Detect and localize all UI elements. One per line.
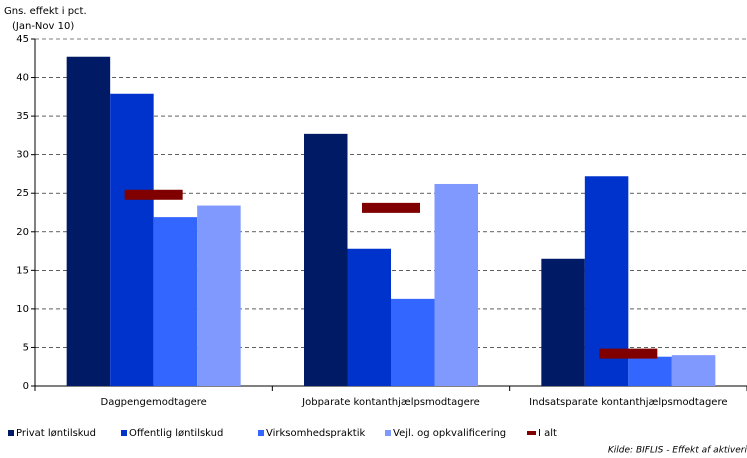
legend-label: Virksomhedspraktik <box>266 428 365 439</box>
bar <box>197 205 241 386</box>
bar <box>304 133 348 386</box>
total-marker <box>124 189 183 200</box>
x-tick-label: Indsatsparate kontanthjælpsmodtagere <box>529 397 727 408</box>
bar <box>671 355 716 386</box>
legend-marker <box>8 430 14 436</box>
y-axis-label: Gns. effekt i pct. <box>4 6 87 17</box>
legend-label: Vejl. og opkvalificering <box>393 428 506 439</box>
y-tick-label: 20 <box>16 227 29 238</box>
y-tick-label: 30 <box>16 150 29 161</box>
y-tick-label: 0 <box>23 381 29 392</box>
y-axis-label: (Jan-Nov 10) <box>12 21 74 32</box>
y-tick-label: 15 <box>16 265 29 276</box>
legend-marker <box>121 430 127 436</box>
bar <box>628 356 672 386</box>
y-tick-label: 45 <box>16 34 29 45</box>
legend-marker <box>527 431 536 435</box>
bar <box>66 56 111 386</box>
x-tick-label: Dagpengemodtagere <box>101 397 207 408</box>
legend-label: Offentlig løntilskud <box>129 428 223 439</box>
y-tick-label: 10 <box>16 304 29 315</box>
legend-marker <box>385 430 391 436</box>
source-note: Kilde: BIFLIS - Effekt af aktiveri <box>608 446 747 456</box>
y-tick-label: 35 <box>16 111 29 122</box>
bar <box>541 258 585 386</box>
y-tick-label: 25 <box>16 188 29 199</box>
bar <box>434 183 478 386</box>
legend-label: I alt <box>538 428 557 439</box>
total-marker <box>362 202 420 213</box>
y-tick-label: 40 <box>16 73 29 84</box>
bar <box>153 217 198 386</box>
bar <box>110 93 154 386</box>
bar <box>347 248 391 386</box>
bar <box>391 298 435 386</box>
legend-marker <box>258 430 264 436</box>
y-tick-label: 5 <box>23 342 29 353</box>
legend-label: Privat løntilskud <box>16 428 96 439</box>
x-tick-label: Jobparate kontanthjælpsmodtagere <box>301 397 480 408</box>
total-marker <box>599 348 658 359</box>
